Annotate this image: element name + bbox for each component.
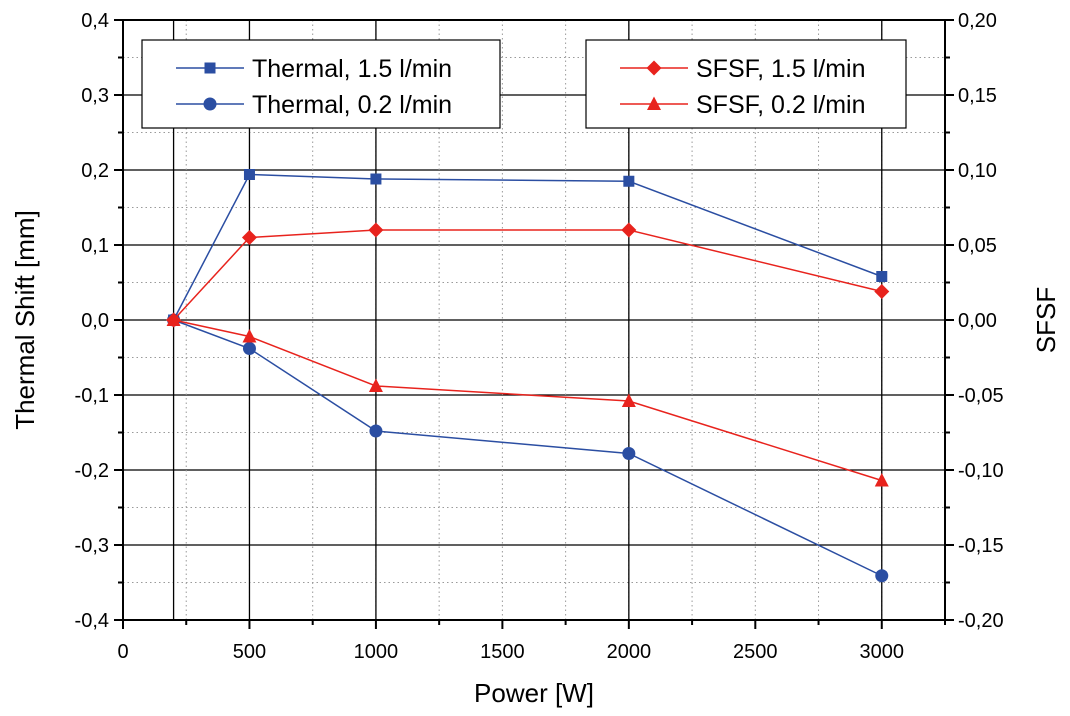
data-point: [241, 230, 257, 245]
y-tick-label: 0,4: [81, 10, 109, 32]
y-tick-label: -0,4: [75, 610, 109, 632]
legend-marker: [646, 60, 662, 76]
legend-top-right: SFSF, 1.5 l/min SFSF, 0.2 l/min: [585, 39, 907, 129]
x-tick-label: 2000: [607, 641, 652, 663]
data-point: [874, 284, 890, 299]
legend-label: Thermal, 1.5 l/min: [252, 55, 452, 83]
series-1: [167, 313, 889, 583]
y2-tick-label: 0,15: [958, 85, 997, 107]
legend-marker: [204, 62, 216, 74]
y-tick-label: -0,2: [75, 460, 109, 482]
series-layer: [166, 169, 890, 583]
legend-label: SFSF, 1.5 l/min: [696, 55, 866, 83]
data-point: [623, 175, 635, 187]
data-point: [621, 222, 637, 238]
x-tick-label: 2500: [733, 641, 778, 663]
y-tick-label: 0,3: [81, 85, 109, 107]
y-axis-title: Thermal Shift [mm]: [10, 210, 40, 430]
legend-box: [141, 39, 501, 129]
y2-tick-label: 0,00: [958, 310, 997, 332]
y-tick-label: -0,3: [75, 535, 109, 557]
y-tick-label: 0,1: [81, 235, 109, 257]
data-point: [368, 378, 383, 392]
y-tick-label: -0,1: [75, 385, 109, 407]
series-line: [172, 173, 883, 321]
data-point: [242, 329, 257, 343]
y-tick-label: 0,2: [81, 160, 109, 182]
y2-tick-label: -0,10: [958, 460, 1004, 482]
data-point: [622, 447, 636, 460]
legend-top-left: Thermal, 1.5 l/min Thermal, 0.2 l/min: [141, 39, 501, 129]
x-tick-label: 3000: [860, 641, 905, 663]
data-point: [368, 222, 384, 238]
legend-label: SFSF, 0.2 l/min: [696, 91, 866, 119]
y-tick-label: 0,0: [81, 310, 109, 332]
series-line: [173, 229, 882, 321]
legends: Thermal, 1.5 l/min Thermal, 0.2 l/min SFSF…: [141, 39, 907, 129]
data-point: [243, 169, 255, 180]
data-point: [242, 342, 256, 355]
series-2: [166, 222, 890, 328]
x-tick-label: 1500: [480, 641, 525, 663]
data-point: [166, 312, 181, 326]
data-point: [370, 173, 382, 185]
y2-tick-label: -0,20: [958, 610, 1004, 632]
series-3: [166, 312, 889, 487]
x-tick-label: 500: [233, 641, 266, 663]
x-tick-label: 0: [117, 641, 128, 663]
data-point: [621, 393, 636, 407]
y2-tick-label: -0,15: [958, 535, 1004, 557]
series-line: [173, 319, 882, 482]
legend-box: [585, 39, 907, 129]
series-0: [168, 169, 888, 326]
data-point: [876, 271, 888, 282]
y2-axis-title: SFSF: [1031, 287, 1061, 353]
tick-labels: -0,4 -0,3 -0,2 -0,1 0,0 0,1 0,2 0,3 0,4 -0,20 -0,1…: [75, 10, 1004, 663]
legend-marker: [203, 97, 217, 111]
data-point: [874, 473, 889, 487]
y2-tick-label: 0,20: [958, 10, 997, 32]
ticks: [114, 19, 954, 629]
data-point: [369, 424, 383, 438]
x-axis-title: Power [W]: [474, 678, 594, 708]
x-tick-label: 1000: [354, 641, 399, 663]
data-point: [875, 569, 889, 583]
y2-tick-label: -0,05: [958, 385, 1004, 407]
legend-marker: [647, 96, 661, 110]
y2-tick-label: 0,05: [958, 235, 997, 257]
y2-tick-label: 0,10: [958, 160, 997, 182]
legend-label: Thermal, 0.2 l/min: [252, 91, 452, 119]
